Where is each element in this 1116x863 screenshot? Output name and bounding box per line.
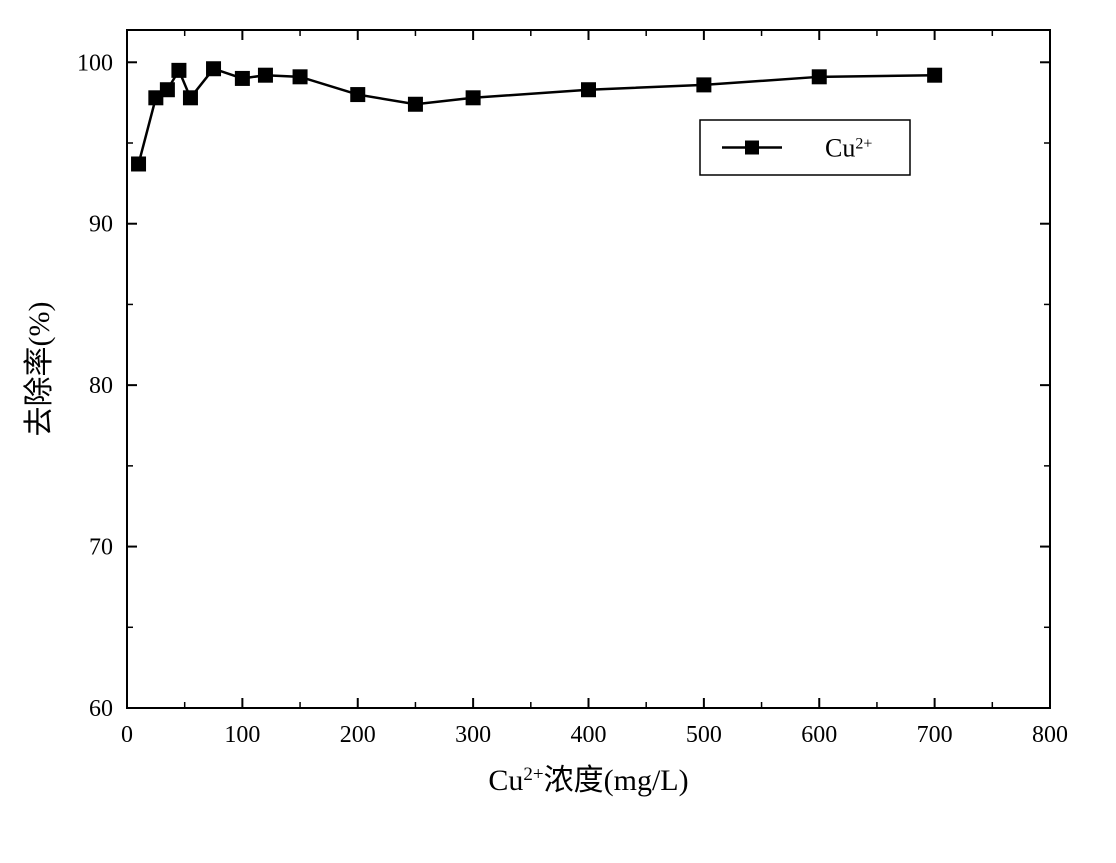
legend-label: Cu2+ bbox=[825, 134, 872, 163]
series-marker bbox=[466, 91, 480, 105]
x-tick-label: 700 bbox=[917, 722, 953, 748]
y-tick-label: 80 bbox=[89, 373, 113, 399]
x-tick-label: 600 bbox=[801, 722, 837, 748]
y-tick-label: 90 bbox=[89, 212, 113, 238]
series-marker bbox=[183, 91, 197, 105]
x-tick-label: 800 bbox=[1032, 722, 1068, 748]
x-tick-label: 0 bbox=[121, 722, 133, 748]
y-tick-label: 100 bbox=[77, 50, 113, 76]
series-marker bbox=[235, 71, 249, 85]
plot-frame bbox=[127, 30, 1050, 708]
x-tick-label: 500 bbox=[686, 722, 722, 748]
series-marker bbox=[132, 157, 146, 171]
y-axis-label: 去除率(%) bbox=[23, 302, 56, 437]
legend-marker bbox=[745, 141, 759, 155]
series-marker bbox=[293, 70, 307, 84]
series-marker bbox=[351, 88, 365, 102]
x-tick-label: 400 bbox=[571, 722, 607, 748]
series-marker bbox=[172, 63, 186, 77]
chart-container: 0 100 200 300 400 500 600 700 800 60 70 80 90 100 Cu2+… bbox=[0, 0, 1116, 863]
x-tick-label: 100 bbox=[224, 722, 260, 748]
series-marker bbox=[408, 97, 422, 111]
x-axis-label: Cu2+浓度(mg/L) bbox=[488, 764, 688, 798]
series-marker bbox=[812, 70, 826, 84]
y-tick-label: 70 bbox=[89, 535, 113, 561]
series-marker bbox=[697, 78, 711, 92]
series-marker bbox=[258, 68, 272, 82]
series-marker bbox=[582, 83, 596, 97]
line-chart: 0 100 200 300 400 500 600 700 800 60 70 80 90 100 Cu2+… bbox=[0, 0, 1116, 863]
series-marker bbox=[160, 83, 174, 97]
y-tick-label: 60 bbox=[89, 696, 113, 722]
series-marker bbox=[207, 62, 221, 76]
series-marker bbox=[928, 68, 942, 82]
x-tick-label: 200 bbox=[340, 722, 376, 748]
x-tick-label: 300 bbox=[455, 722, 491, 748]
